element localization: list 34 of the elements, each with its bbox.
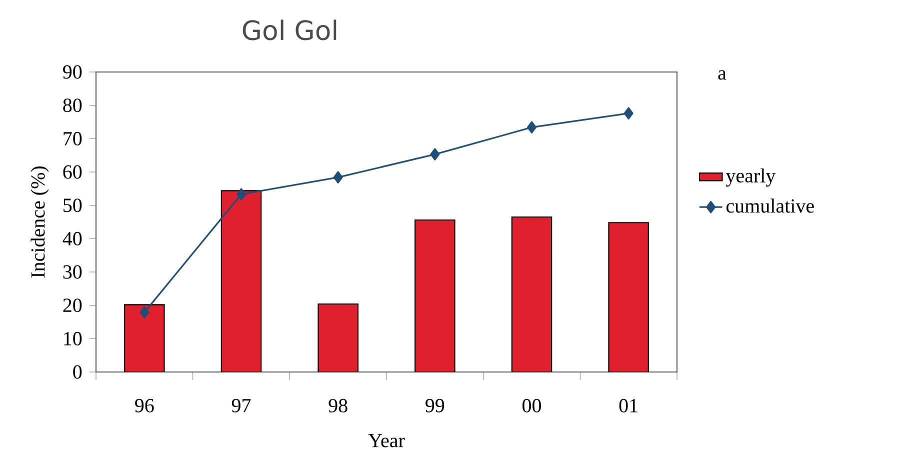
legend-label: yearly — [726, 168, 776, 187]
x-tick-label: 00 — [522, 398, 541, 412]
chart-title: Gol Gol — [242, 20, 336, 40]
point — [140, 306, 150, 318]
y-axis-title: Incidence (%) — [30, 166, 49, 278]
x-tick-label: 97 — [232, 398, 251, 412]
point — [624, 107, 634, 120]
point — [430, 148, 440, 160]
point — [236, 188, 246, 200]
y-tick-label: 0 — [73, 365, 82, 379]
y-tick-label: 40 — [62, 232, 82, 246]
y-tick-label: 50 — [64, 198, 82, 212]
bar — [124, 304, 165, 372]
point — [333, 171, 343, 184]
bar — [608, 222, 649, 372]
y-tick-label: 90 — [63, 65, 82, 79]
y-tick-label: 20 — [63, 298, 82, 312]
y-tick-label: 30 — [63, 265, 82, 279]
x-tick-label: 01 — [619, 398, 638, 412]
x-tick-label: 96 — [135, 398, 154, 412]
y-tick-label: 80 — [63, 98, 82, 112]
bar — [220, 190, 262, 372]
bar — [511, 216, 552, 372]
x-tick-label: 99 — [426, 398, 444, 412]
text: a — [718, 70, 726, 80]
point — [526, 121, 537, 134]
y-tick-label: 70 — [64, 132, 82, 146]
legend-label: cumulative — [726, 198, 814, 213]
y-tick-label: 10 — [64, 332, 82, 346]
x-tick-label: 98 — [328, 398, 348, 412]
y-tick-label: 60 — [63, 165, 82, 179]
bar — [414, 219, 456, 372]
x-axis-title: Year — [368, 434, 405, 448]
bar — [318, 303, 358, 372]
